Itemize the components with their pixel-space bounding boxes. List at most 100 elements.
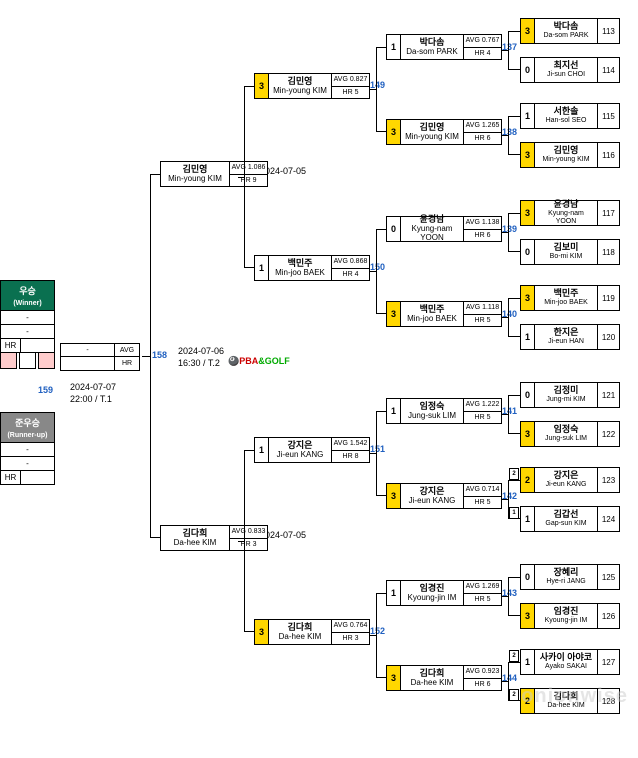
player-name: 최지선Ji-sun CHOI <box>535 58 597 82</box>
stats: AVG 0.868HR 4 <box>331 256 369 280</box>
r32-player: 1김갑선Gap-sun KIM1241 <box>520 506 620 532</box>
r16-player: 1박다솜Da-som PARKAVG 0.767HR 4 <box>386 34 502 60</box>
watermark: onionwise <box>521 685 628 708</box>
score: 1 <box>521 104 535 128</box>
seed: 123 <box>597 468 619 492</box>
score: 3 <box>387 666 401 690</box>
r32-player: 2강지은Ji-eun KANG1232 <box>520 467 620 493</box>
player-name: 김보미Bo-mi KIM <box>535 240 597 264</box>
score: 2 <box>521 468 535 492</box>
runner-box: 준우승(Runner-up) - - HR <box>0 412 55 485</box>
stats: AVG 0.714HR 5 <box>463 484 501 508</box>
qf-player: 3김민영Min-young KIMAVG 0.827HR 5 <box>254 73 370 99</box>
seed: 118 <box>597 240 619 264</box>
r32-player: 0김보미Bo-mi KIM118 <box>520 239 620 265</box>
r32-player: 1사카이 아야코Ayako SAKAI1272 <box>520 649 620 675</box>
qf-player: 1강지은Ji-eun KANGAVG 1.542HR 8 <box>254 437 370 463</box>
connector <box>508 577 520 616</box>
runner-hr-lbl: HR <box>1 471 21 484</box>
score: 1 <box>387 581 401 605</box>
seed: 124 <box>597 507 619 531</box>
name: 김다희Da-hee KIM <box>269 620 331 644</box>
connector <box>244 450 254 632</box>
runner-val: - <box>1 457 54 470</box>
name: 김다희Da-hee KIM <box>401 666 463 690</box>
name: 임경진Kyoung-jin IM <box>401 581 463 605</box>
r16-player: 3백민주Min-joo BAEKAVG 1.118HR 5 <box>386 301 502 327</box>
score: 1 <box>255 438 269 462</box>
stats: AVG 1.265HR 6 <box>463 120 501 144</box>
player-name: 김갑선Gap-sun KIM <box>535 507 597 531</box>
bracket-root: 3박다솜Da-som PARK1130최지선Ji-sun CHOI1141서한솔… <box>0 0 638 758</box>
connector <box>370 453 376 454</box>
score: 3 <box>521 201 535 225</box>
score: 3 <box>521 143 535 167</box>
r32-player: 0김정미Jung-mi KIM121 <box>520 382 620 408</box>
stats: AVG 0.764HR 3 <box>331 620 369 644</box>
player-name: 김민영Min-young KIM <box>535 143 597 167</box>
name: 백민주Min-joo BAEK <box>269 256 331 280</box>
stats: AVG 1.222HR 5 <box>463 399 501 423</box>
connector <box>508 298 520 337</box>
connector <box>502 317 508 318</box>
player-name: 백민주Min-joo BAEK <box>535 286 597 310</box>
seed: 116 <box>597 143 619 167</box>
seed: 126 <box>597 604 619 628</box>
connector <box>502 681 508 682</box>
score: 3 <box>521 422 535 446</box>
seed: 119 <box>597 286 619 310</box>
r16-player: 3김다희Da-hee KIMAVG 0.923HR 6 <box>386 665 502 691</box>
score: 3 <box>521 19 535 43</box>
player-name: 강지은Ji-eun KANG <box>535 468 597 492</box>
score: 1 <box>521 507 535 531</box>
score: 0 <box>521 240 535 264</box>
winner-hr <box>21 339 54 352</box>
r32-player: 0장혜리Hye-ri JANG125 <box>520 564 620 590</box>
sf-date: 2024-07-06 <box>178 346 224 356</box>
name: 윤경남Kyung-nam YOON <box>401 217 463 241</box>
runner-name: - <box>1 443 54 456</box>
logo: 🎱PBA&GOLF <box>228 356 290 367</box>
score: 3 <box>521 604 535 628</box>
r32-player: 3윤경남Kyung-nam YOON117 <box>520 200 620 226</box>
score: 1 <box>387 35 401 59</box>
connector <box>376 47 386 132</box>
stats: AVG 0.827HR 5 <box>331 74 369 98</box>
seed: 122 <box>597 422 619 446</box>
r32-player: 0최지선Ji-sun CHOI114 <box>520 57 620 83</box>
winner-hr-lbl: HR <box>1 339 21 352</box>
r16-player: 1임경진Kyoung-jin IMAVG 1.269HR 5 <box>386 580 502 606</box>
runner-hr <box>21 471 54 484</box>
connector <box>370 635 376 636</box>
connector <box>376 593 386 678</box>
seed: 120 <box>597 325 619 349</box>
score: 3 <box>387 120 401 144</box>
connector <box>370 271 376 272</box>
runner-header: 준우승(Runner-up) <box>0 412 55 443</box>
player-name: 사카이 아야코Ayako SAKAI <box>535 650 597 674</box>
score: 0 <box>387 217 401 241</box>
seed: 115 <box>597 104 619 128</box>
connector <box>238 177 244 178</box>
name: 김민영Min-young KIM <box>269 74 331 98</box>
final-date: 2024-07-07 <box>70 382 116 392</box>
connector <box>502 596 508 597</box>
name: 박다솜Da-som PARK <box>401 35 463 59</box>
connector <box>508 213 520 252</box>
score: 3 <box>255 74 269 98</box>
connector <box>508 116 520 155</box>
seed: 125 <box>597 565 619 589</box>
seed: 121 <box>597 383 619 407</box>
r16-player: 1임정숙Jung-suk LIMAVG 1.222HR 5 <box>386 398 502 424</box>
connector <box>502 232 508 233</box>
score: 0 <box>521 58 535 82</box>
name: 강지은Ji-eun KANG <box>401 484 463 508</box>
r32-player: 1한지은Ji-eun HAN120 <box>520 324 620 350</box>
connector <box>238 541 244 542</box>
winner-box: 우승(Winner) - - HR <box>0 280 55 353</box>
connector <box>508 31 520 70</box>
score: 0 <box>521 565 535 589</box>
seed: 113 <box>597 19 619 43</box>
player-name: 박다솜Da-som PARK <box>535 19 597 43</box>
winner-val: - <box>1 325 54 338</box>
